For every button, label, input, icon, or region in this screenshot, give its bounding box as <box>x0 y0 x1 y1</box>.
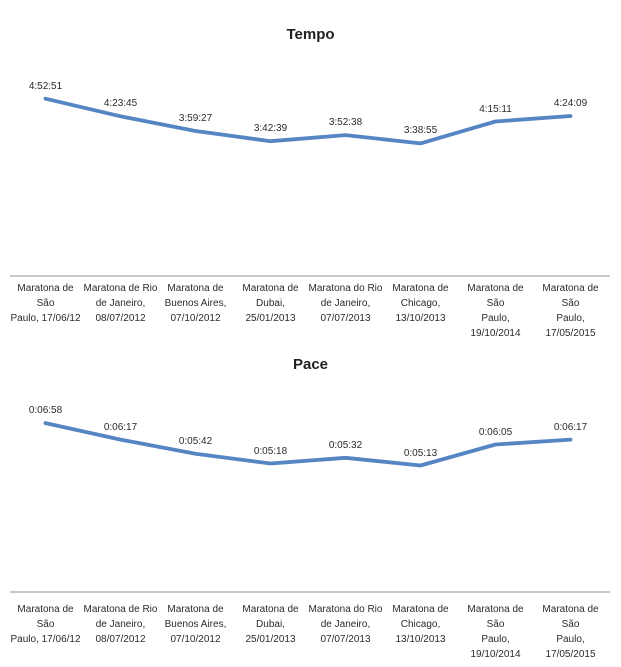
data-label: 3:38:55 <box>403 125 438 137</box>
data-label: 3:42:39 <box>253 123 288 135</box>
x-axis-category-label: Maratona do Rio de Janeiro, 07/07/2013 <box>308 604 383 645</box>
data-label: 0:05:13 <box>403 447 438 459</box>
data-label: 3:59:27 <box>178 113 213 124</box>
tempo-series-line <box>43 96 573 146</box>
x-axis-category-label: Maratona de Dubai, 25/01/2013 <box>242 604 299 645</box>
data-label: 0:06:17 <box>553 421 588 433</box>
x-axis-category-label: Maratona de São Paulo, 17/05/2015 <box>542 283 599 339</box>
x-axis-category-label: Maratona de São Paulo, 19/10/2014 <box>467 283 524 339</box>
tempo-line-plot <box>10 96 610 277</box>
data-label: 0:06:05 <box>478 426 513 438</box>
x-axis-category-label: Maratona de Rio de Janeiro, 08/07/2012 <box>83 604 158 645</box>
data-label: 4:52:51 <box>28 80 63 92</box>
data-label: 4:23:45 <box>103 98 138 110</box>
pace-series-line <box>43 421 573 468</box>
x-axis-category-label: Maratona de Chicago, 13/10/2013 <box>392 283 449 324</box>
pace-chart: Pace 0:06:58 0:06:17 0:05:42 0:05:18 0:05:32… <box>0 340 621 667</box>
pace-chart-title: Pace <box>292 356 329 373</box>
pace-line-plot <box>10 421 610 593</box>
data-label: 3:52:38 <box>328 117 363 129</box>
x-axis-category-label: Maratona de Buenos Aires, 07/10/2012 <box>164 283 227 324</box>
data-label: 0:05:42 <box>178 435 213 447</box>
data-label: 4:15:11 <box>479 103 512 115</box>
data-label: 0:05:32 <box>328 439 363 451</box>
data-label: 0:06:17 <box>103 421 138 433</box>
x-axis-category-label: Maratona de Dubai, 25/01/2013 <box>242 283 299 324</box>
data-label: 0:05:18 <box>253 445 288 457</box>
data-label: 4:24:09 <box>553 98 588 109</box>
tempo-chart: Tempo 4:52:51 4:23:45 3:59:27 3:42:39 3:52:3… <box>10 26 610 339</box>
tempo-chart-title: Tempo <box>286 26 335 43</box>
x-axis-category-label: Maratona de Rio de Janeiro, 08/07/2012 <box>83 283 158 324</box>
x-axis-category-label: Maratona de São Paulo, 17/05/2015 <box>542 604 599 660</box>
x-axis-category-label: Maratona de São Paulo, 17/06/12 <box>10 283 81 324</box>
x-axis-category-label: Maratona de Buenos Aires, 07/10/2012 <box>164 604 227 645</box>
x-axis-category-label: Maratona de São Paulo, 17/06/12 <box>10 604 81 645</box>
x-axis-category-label: Maratona de São Paulo, 19/10/2014 <box>467 604 524 660</box>
x-axis-category-label: Maratona de Chicago, 13/10/2013 <box>392 604 449 645</box>
data-label: 0:06:58 <box>28 405 63 417</box>
x-axis-category-label: Maratona do Rio de Janeiro, 07/07/2013 <box>308 283 383 324</box>
